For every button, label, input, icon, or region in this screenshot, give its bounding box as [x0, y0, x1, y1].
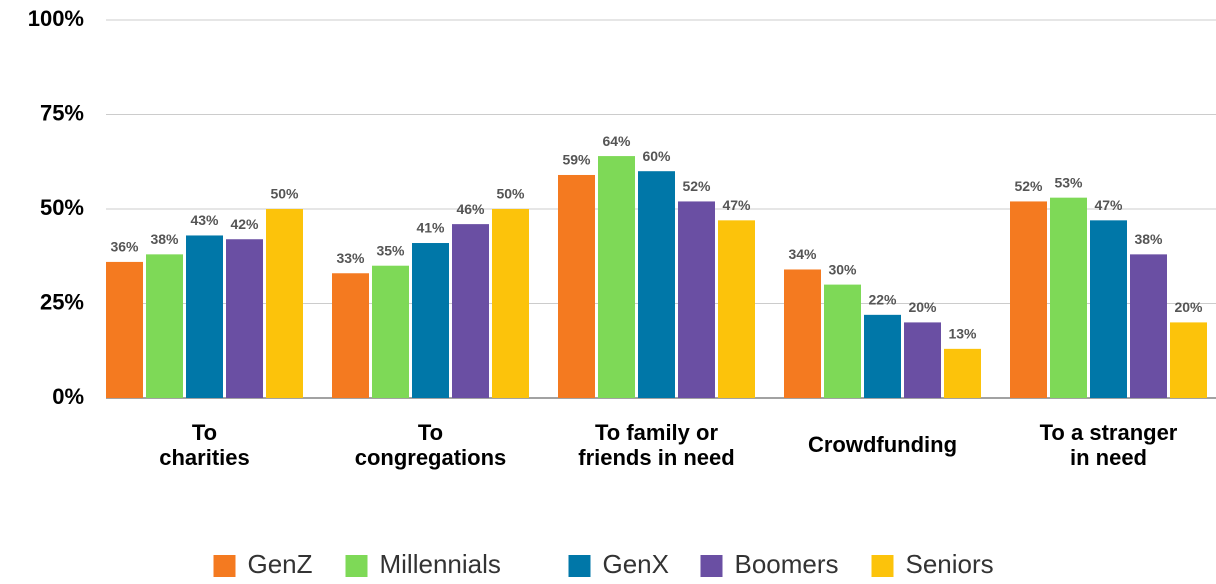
data-label: 47%	[1094, 197, 1123, 213]
legend-swatch	[213, 555, 236, 577]
data-label: 38%	[1134, 231, 1163, 247]
bar	[1050, 197, 1087, 398]
bar	[332, 273, 369, 398]
y-tick-label: 75%	[40, 100, 84, 125]
data-label: 13%	[948, 326, 977, 342]
data-label: 35%	[376, 242, 405, 258]
bar	[1010, 201, 1047, 398]
data-label: 33%	[336, 250, 365, 266]
data-label: 34%	[788, 246, 817, 262]
data-label: 60%	[642, 148, 671, 164]
data-label: 22%	[868, 292, 897, 308]
data-label: 20%	[908, 299, 937, 315]
x-tick-label: To congregations	[355, 420, 507, 470]
bar	[226, 239, 263, 398]
legend-swatch	[568, 555, 591, 577]
data-label: 50%	[270, 186, 299, 202]
data-label: 42%	[230, 216, 259, 232]
bar	[492, 209, 529, 398]
legend-label: Boomers	[735, 549, 839, 579]
data-label: 59%	[562, 152, 591, 168]
legend-label: GenX	[603, 549, 670, 579]
legend-swatch	[345, 555, 368, 577]
y-tick-label: 100%	[28, 6, 84, 31]
bar	[1130, 254, 1167, 398]
legend-label: Millennials	[380, 549, 501, 579]
bar	[186, 235, 223, 398]
data-label: 64%	[602, 133, 631, 149]
data-label: 36%	[110, 239, 139, 255]
bar	[638, 171, 675, 398]
data-label: 30%	[828, 261, 857, 277]
bar	[1170, 322, 1207, 398]
legend-label: GenZ	[248, 549, 313, 579]
data-label: 20%	[1174, 299, 1203, 315]
data-label: 50%	[496, 186, 525, 202]
y-tick-label: 50%	[40, 195, 84, 220]
bar	[824, 284, 861, 398]
bar	[944, 348, 981, 398]
bar	[266, 209, 303, 398]
data-label: 46%	[456, 201, 485, 217]
bar	[864, 314, 901, 398]
legend-label: Seniors	[906, 549, 994, 579]
y-tick-label: 0%	[52, 384, 84, 409]
data-label: 52%	[682, 178, 711, 194]
data-label: 47%	[722, 197, 751, 213]
x-tick-label: To a stranger in need	[1040, 420, 1178, 470]
data-label: 41%	[416, 220, 445, 236]
bar	[1090, 220, 1127, 398]
bar	[412, 243, 449, 398]
bar	[678, 201, 715, 398]
data-label: 53%	[1054, 174, 1083, 190]
x-tick-label: To family or friends in need	[578, 420, 734, 470]
data-label: 38%	[150, 231, 179, 247]
bar	[146, 254, 183, 398]
data-label: 52%	[1014, 178, 1043, 194]
legend-swatch	[871, 555, 894, 577]
data-label: 43%	[190, 212, 219, 228]
x-tick-label: Crowdfunding	[808, 432, 957, 457]
y-tick-label: 25%	[40, 289, 84, 314]
bar	[784, 269, 821, 398]
bar	[106, 261, 143, 398]
x-tick-label: To charities	[159, 420, 250, 470]
bar	[452, 224, 489, 398]
bar	[718, 220, 755, 398]
bar	[598, 156, 635, 398]
bar	[558, 174, 595, 398]
legend-swatch	[700, 555, 723, 577]
bar	[372, 265, 409, 398]
bar	[904, 322, 941, 398]
